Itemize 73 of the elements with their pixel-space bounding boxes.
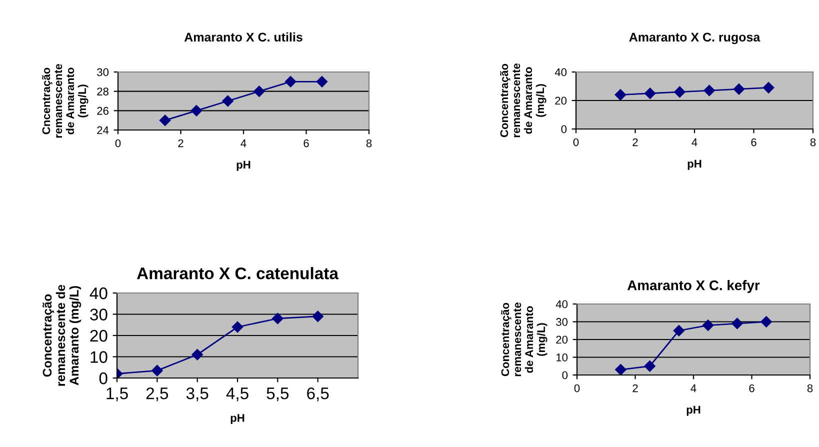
point [760,316,772,328]
x-tick-label: 8 [366,139,372,148]
x-tick-label: 1,5 [106,388,128,402]
x-tick-label: 4,5 [226,388,248,402]
x-tick-label: 6,5 [307,387,329,402]
y-tick-label: 24 [97,126,109,134]
point [316,76,328,88]
y-tick-label: 0 [561,125,567,134]
point [222,95,234,107]
y-tick-label: 30 [556,318,568,326]
y-tick-label: 40 [90,287,108,300]
point [254,86,265,97]
point [615,364,626,375]
point [614,89,626,100]
point [284,76,296,88]
x-tick-label: 2 [178,139,184,148]
x-tick-label: 2,5 [146,387,168,402]
y-tick-label: 0 [99,372,108,384]
y-tick-label: 28 [97,88,108,96]
point [272,312,284,324]
point [733,83,745,95]
x-tick-label: 0 [574,384,580,392]
x-tick-label: 4 [692,138,698,146]
x-tick-label: 8 [807,384,813,392]
y-tick-label: 10 [90,351,108,363]
chart-title: Amaranto X C. utilis [184,32,302,42]
y-tick-label: 30 [90,308,108,320]
chart-title: Amaranto X C. catenulata [136,267,339,280]
point [644,88,656,99]
y-axis-title: Cncentração remanescente de Amaranto (mg/L) [42,64,88,138]
point [152,364,163,376]
point [192,349,203,360]
y-axis-title: Concentração remanescente de Amaranto (mg/L) [500,64,546,138]
point [674,86,686,98]
x-tick-label: 6 [749,384,754,392]
y-tick-label: 40 [554,68,567,76]
y-tick-label: 10 [556,354,568,362]
point [312,310,324,322]
x-tick-label: 8 [810,138,816,146]
x-tick-label: 6 [751,138,756,146]
x-axis-title: pH [686,406,700,416]
y-axis-title: Concentração remanescente de Amaranto (mg/L) [501,302,548,376]
x-tick-label: 6 [304,139,309,148]
point [644,360,656,372]
point [702,320,714,331]
y-axis-title: Concentração remanescente de Amaranto (mg/L) [42,284,82,386]
chart-title: Amaranto X C. kefyr [627,280,760,293]
y-tick-label: 26 [97,106,108,115]
x-tick-label: 4 [240,139,246,148]
point [673,325,685,336]
x-tick-label: 4 [690,384,696,392]
x-tick-label: 3,5 [186,387,208,402]
x-axis-title: pH [230,414,244,424]
y-tick-label: 20 [555,96,567,105]
point [159,114,171,126]
point [704,84,715,96]
y-tick-label: 20 [556,336,568,344]
x-tick-label: 2 [632,138,638,146]
y-tick-label: 40 [556,300,568,308]
chart-title: Amaranto X C. rugosa [629,32,760,44]
point [762,82,774,94]
x-tick-label: 0 [573,138,579,146]
y-tick-label: 0 [562,371,568,380]
x-tick-label: 5,5 [266,388,289,402]
x-axis-title: pH [688,160,702,170]
point [190,105,202,116]
point [232,321,244,333]
x-tick-label: 0 [115,139,121,148]
y-tick-label: 20 [90,330,108,342]
point [732,318,743,330]
x-axis-title: pH [236,160,250,171]
y-tick-label: 30 [97,68,109,76]
x-tick-label: 2 [632,384,638,392]
